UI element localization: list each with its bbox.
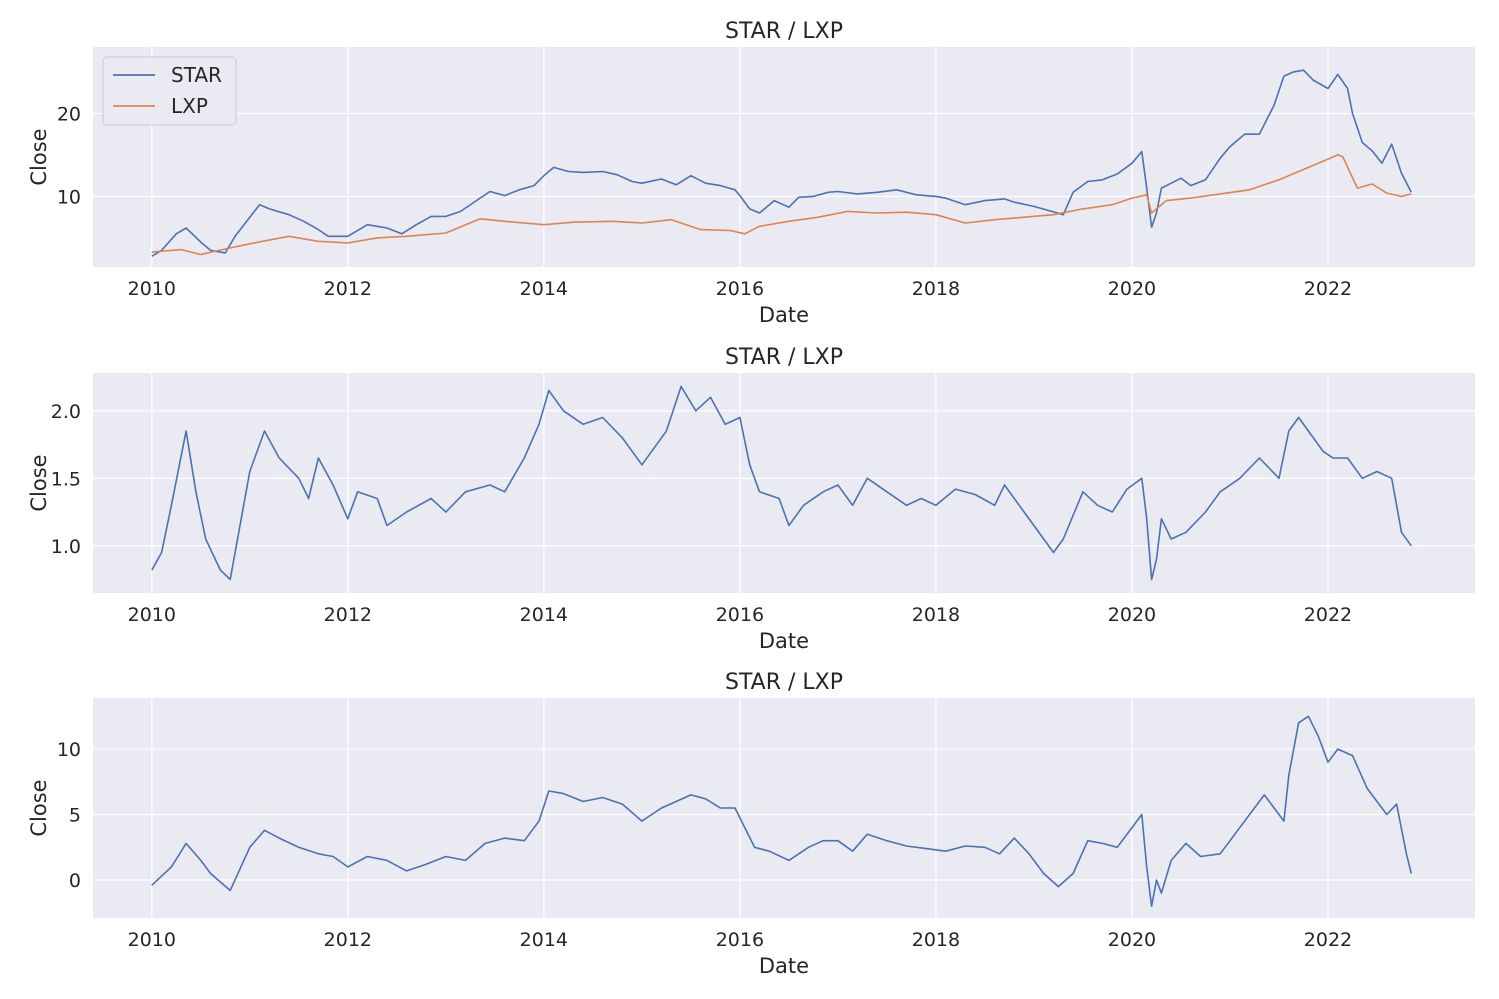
x-tick-label: 2012 (324, 278, 372, 300)
x-tick-label: 2018 (912, 929, 960, 951)
y-tick-label: 0 (69, 870, 81, 892)
chart-title-1: STAR / LXP (725, 19, 843, 44)
x-tick-label: 2014 (520, 278, 568, 300)
x-tick-label: 2016 (716, 604, 764, 626)
y-tick-label: 1.0 (51, 536, 81, 558)
x-tick-label: 2022 (1304, 604, 1352, 626)
plot-area-3 (93, 698, 1475, 918)
x-tick-label: 2016 (716, 929, 764, 951)
x-axis-label: Date (759, 954, 809, 978)
x-tick-label: 2010 (128, 278, 176, 300)
series-line-ratio (151, 715, 1413, 908)
x-tick-label: 2020 (1108, 278, 1156, 300)
x-tick-label: 2012 (324, 604, 372, 626)
y-tick-label: 20 (57, 103, 81, 125)
series-line-lxp (151, 154, 1412, 256)
plot-area-1 (93, 47, 1475, 267)
x-tick-label: 2020 (1108, 604, 1156, 626)
x-tick-label: 2014 (520, 929, 568, 951)
chart-title-3: STAR / LXP (725, 670, 843, 695)
chart-title-2: STAR / LXP (725, 345, 843, 370)
legend-box (102, 56, 237, 126)
plot-area-2 (93, 373, 1475, 593)
x-tick-label: 2020 (1108, 929, 1156, 951)
legend-label-star: STAR (171, 63, 222, 87)
y-tick-label: 1.5 (51, 468, 81, 490)
y-tick-label: 10 (57, 739, 81, 761)
x-tick-label: 2012 (324, 929, 372, 951)
x-tick-label: 2010 (128, 604, 176, 626)
x-tick-label: 2022 (1304, 278, 1352, 300)
y-axis-label: Close (27, 779, 51, 836)
x-tick-label: 2022 (1304, 929, 1352, 951)
series-line-star (151, 69, 1413, 257)
series-line-ratio (151, 385, 1412, 581)
y-axis-label: Close (27, 128, 51, 185)
x-tick-label: 2018 (912, 278, 960, 300)
y-axis-label: Close (27, 454, 51, 511)
x-axis-label: Date (759, 303, 809, 327)
x-axis-label: Date (759, 629, 809, 653)
y-tick-label: 5 (69, 805, 81, 827)
x-tick-label: 2018 (912, 604, 960, 626)
y-tick-label: 10 (57, 186, 81, 208)
x-tick-label: 2010 (128, 929, 176, 951)
legend-label-lxp: LXP (171, 94, 208, 118)
y-tick-label: 2.0 (51, 401, 81, 423)
x-tick-label: 2016 (716, 278, 764, 300)
x-tick-label: 2014 (520, 604, 568, 626)
